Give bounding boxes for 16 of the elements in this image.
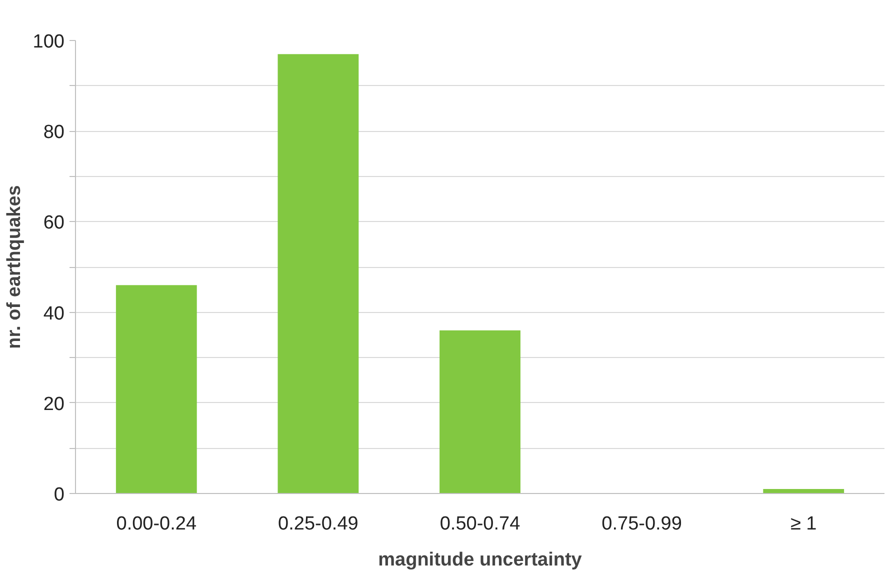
x-tick-label: 0.75-0.99 <box>602 514 682 534</box>
x-tick-label: 0.50-0.74 <box>440 514 521 534</box>
y-tick-label: 80 <box>43 122 65 144</box>
y-axis-title: nr. of earthquakes <box>4 185 25 349</box>
bar <box>440 330 520 494</box>
x-axis-title: magnitude uncertainty <box>378 550 582 570</box>
bar <box>116 285 197 494</box>
x-tick-label: 0.00-0.24 <box>116 514 197 534</box>
y-tick-label: 60 <box>43 212 65 234</box>
x-tick-label: ≥ 1 <box>790 514 817 534</box>
y-tick-label: 40 <box>43 303 65 324</box>
y-tick-label: 0 <box>54 484 65 506</box>
x-tick-label: 0.25-0.49 <box>278 514 358 534</box>
y-tick-label: 100 <box>32 32 64 52</box>
bar <box>278 54 359 494</box>
y-tick-label: 20 <box>43 394 65 415</box>
